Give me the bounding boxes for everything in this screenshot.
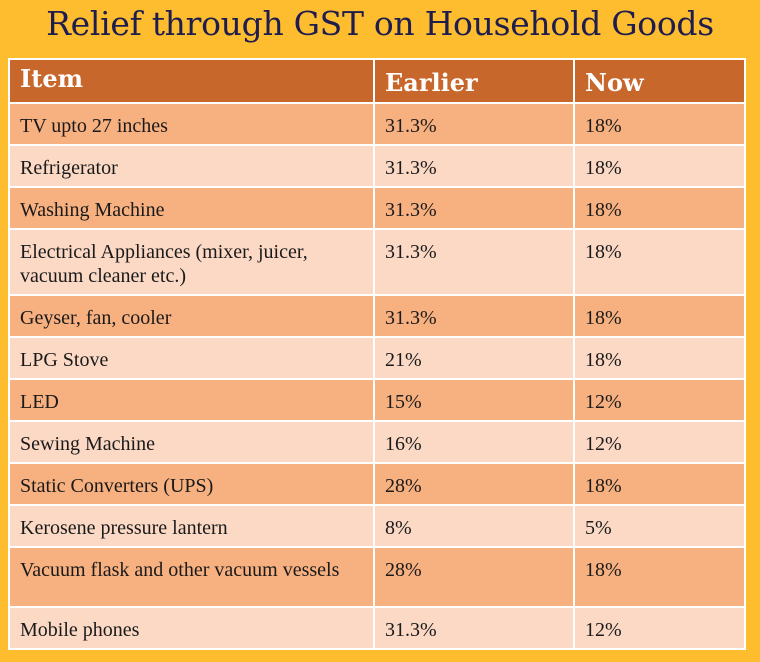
table-row: LED 15% 12% [8, 378, 746, 422]
cell-now: 12% [573, 420, 746, 464]
cell-now: 5% [573, 504, 746, 548]
cell-earlier: 15% [373, 378, 575, 422]
cell-earlier: 31.3% [373, 606, 575, 650]
table-row: Static Converters (UPS) 28% 18% [8, 462, 746, 506]
page-title: Relief through GST on Household Goods [46, 4, 714, 43]
cell-earlier: 21% [373, 336, 575, 380]
table-row: Vacuum flask and other vacuum vessels 28… [8, 546, 746, 608]
cell-earlier: 31.3% [373, 144, 575, 188]
cell-now: 18% [573, 102, 746, 146]
cell-item: Refrigerator [8, 144, 375, 188]
table-row: Washing Machine 31.3% 18% [8, 186, 746, 230]
header-item: Item [8, 58, 375, 104]
gst-table: Item Earlier Now TV upto 27 inches 31.3%… [8, 58, 746, 650]
table-row: Kerosene pressure lantern 8% 5% [8, 504, 746, 548]
table-row: Geyser, fan, cooler 31.3% 18% [8, 294, 746, 338]
cell-item: Sewing Machine [8, 420, 375, 464]
table-row: TV upto 27 inches 31.3% 18% [8, 102, 746, 146]
cell-now: 18% [573, 462, 746, 506]
cell-now: 18% [573, 144, 746, 188]
cell-item: Static Converters (UPS) [8, 462, 375, 506]
header-now-label: Now [585, 68, 644, 97]
cell-earlier: 8% [373, 504, 575, 548]
cell-now: 18% [573, 336, 746, 380]
cell-item: Washing Machine [8, 186, 375, 230]
cell-now: 12% [573, 378, 746, 422]
cell-now: 18% [573, 546, 746, 608]
cell-earlier: 16% [373, 420, 575, 464]
header-now: Now [573, 58, 746, 104]
cell-earlier: 31.3% [373, 102, 575, 146]
cell-now: 12% [573, 606, 746, 650]
cell-item: Vacuum flask and other vacuum vessels [8, 546, 375, 608]
cell-now: 18% [573, 294, 746, 338]
cell-item: Geyser, fan, cooler [8, 294, 375, 338]
cell-earlier: 31.3% [373, 294, 575, 338]
cell-item: Kerosene pressure lantern [8, 504, 375, 548]
table-row: Sewing Machine 16% 12% [8, 420, 746, 464]
cell-item: Mobile phones [8, 606, 375, 650]
table-row: Refrigerator 31.3% 18% [8, 144, 746, 188]
cell-earlier: 31.3% [373, 228, 575, 296]
table-row: Mobile phones 31.3% 12% [8, 606, 746, 650]
cell-item: LPG Stove [8, 336, 375, 380]
header-earlier-label: Earlier [385, 68, 478, 97]
header-earlier: Earlier [373, 58, 575, 104]
cell-earlier: 31.3% [373, 186, 575, 230]
header-item-label: Item [20, 64, 83, 93]
cell-item: Electrical Appliances (mixer, juicer, va… [8, 228, 375, 296]
table-row: LPG Stove 21% 18% [8, 336, 746, 380]
table-row: Electrical Appliances (mixer, juicer, va… [8, 228, 746, 296]
cell-item: LED [8, 378, 375, 422]
cell-now: 18% [573, 186, 746, 230]
cell-item: TV upto 27 inches [8, 102, 375, 146]
cell-earlier: 28% [373, 546, 575, 608]
table-header-row: Item Earlier Now [8, 58, 746, 104]
cell-now: 18% [573, 228, 746, 296]
cell-earlier: 28% [373, 462, 575, 506]
